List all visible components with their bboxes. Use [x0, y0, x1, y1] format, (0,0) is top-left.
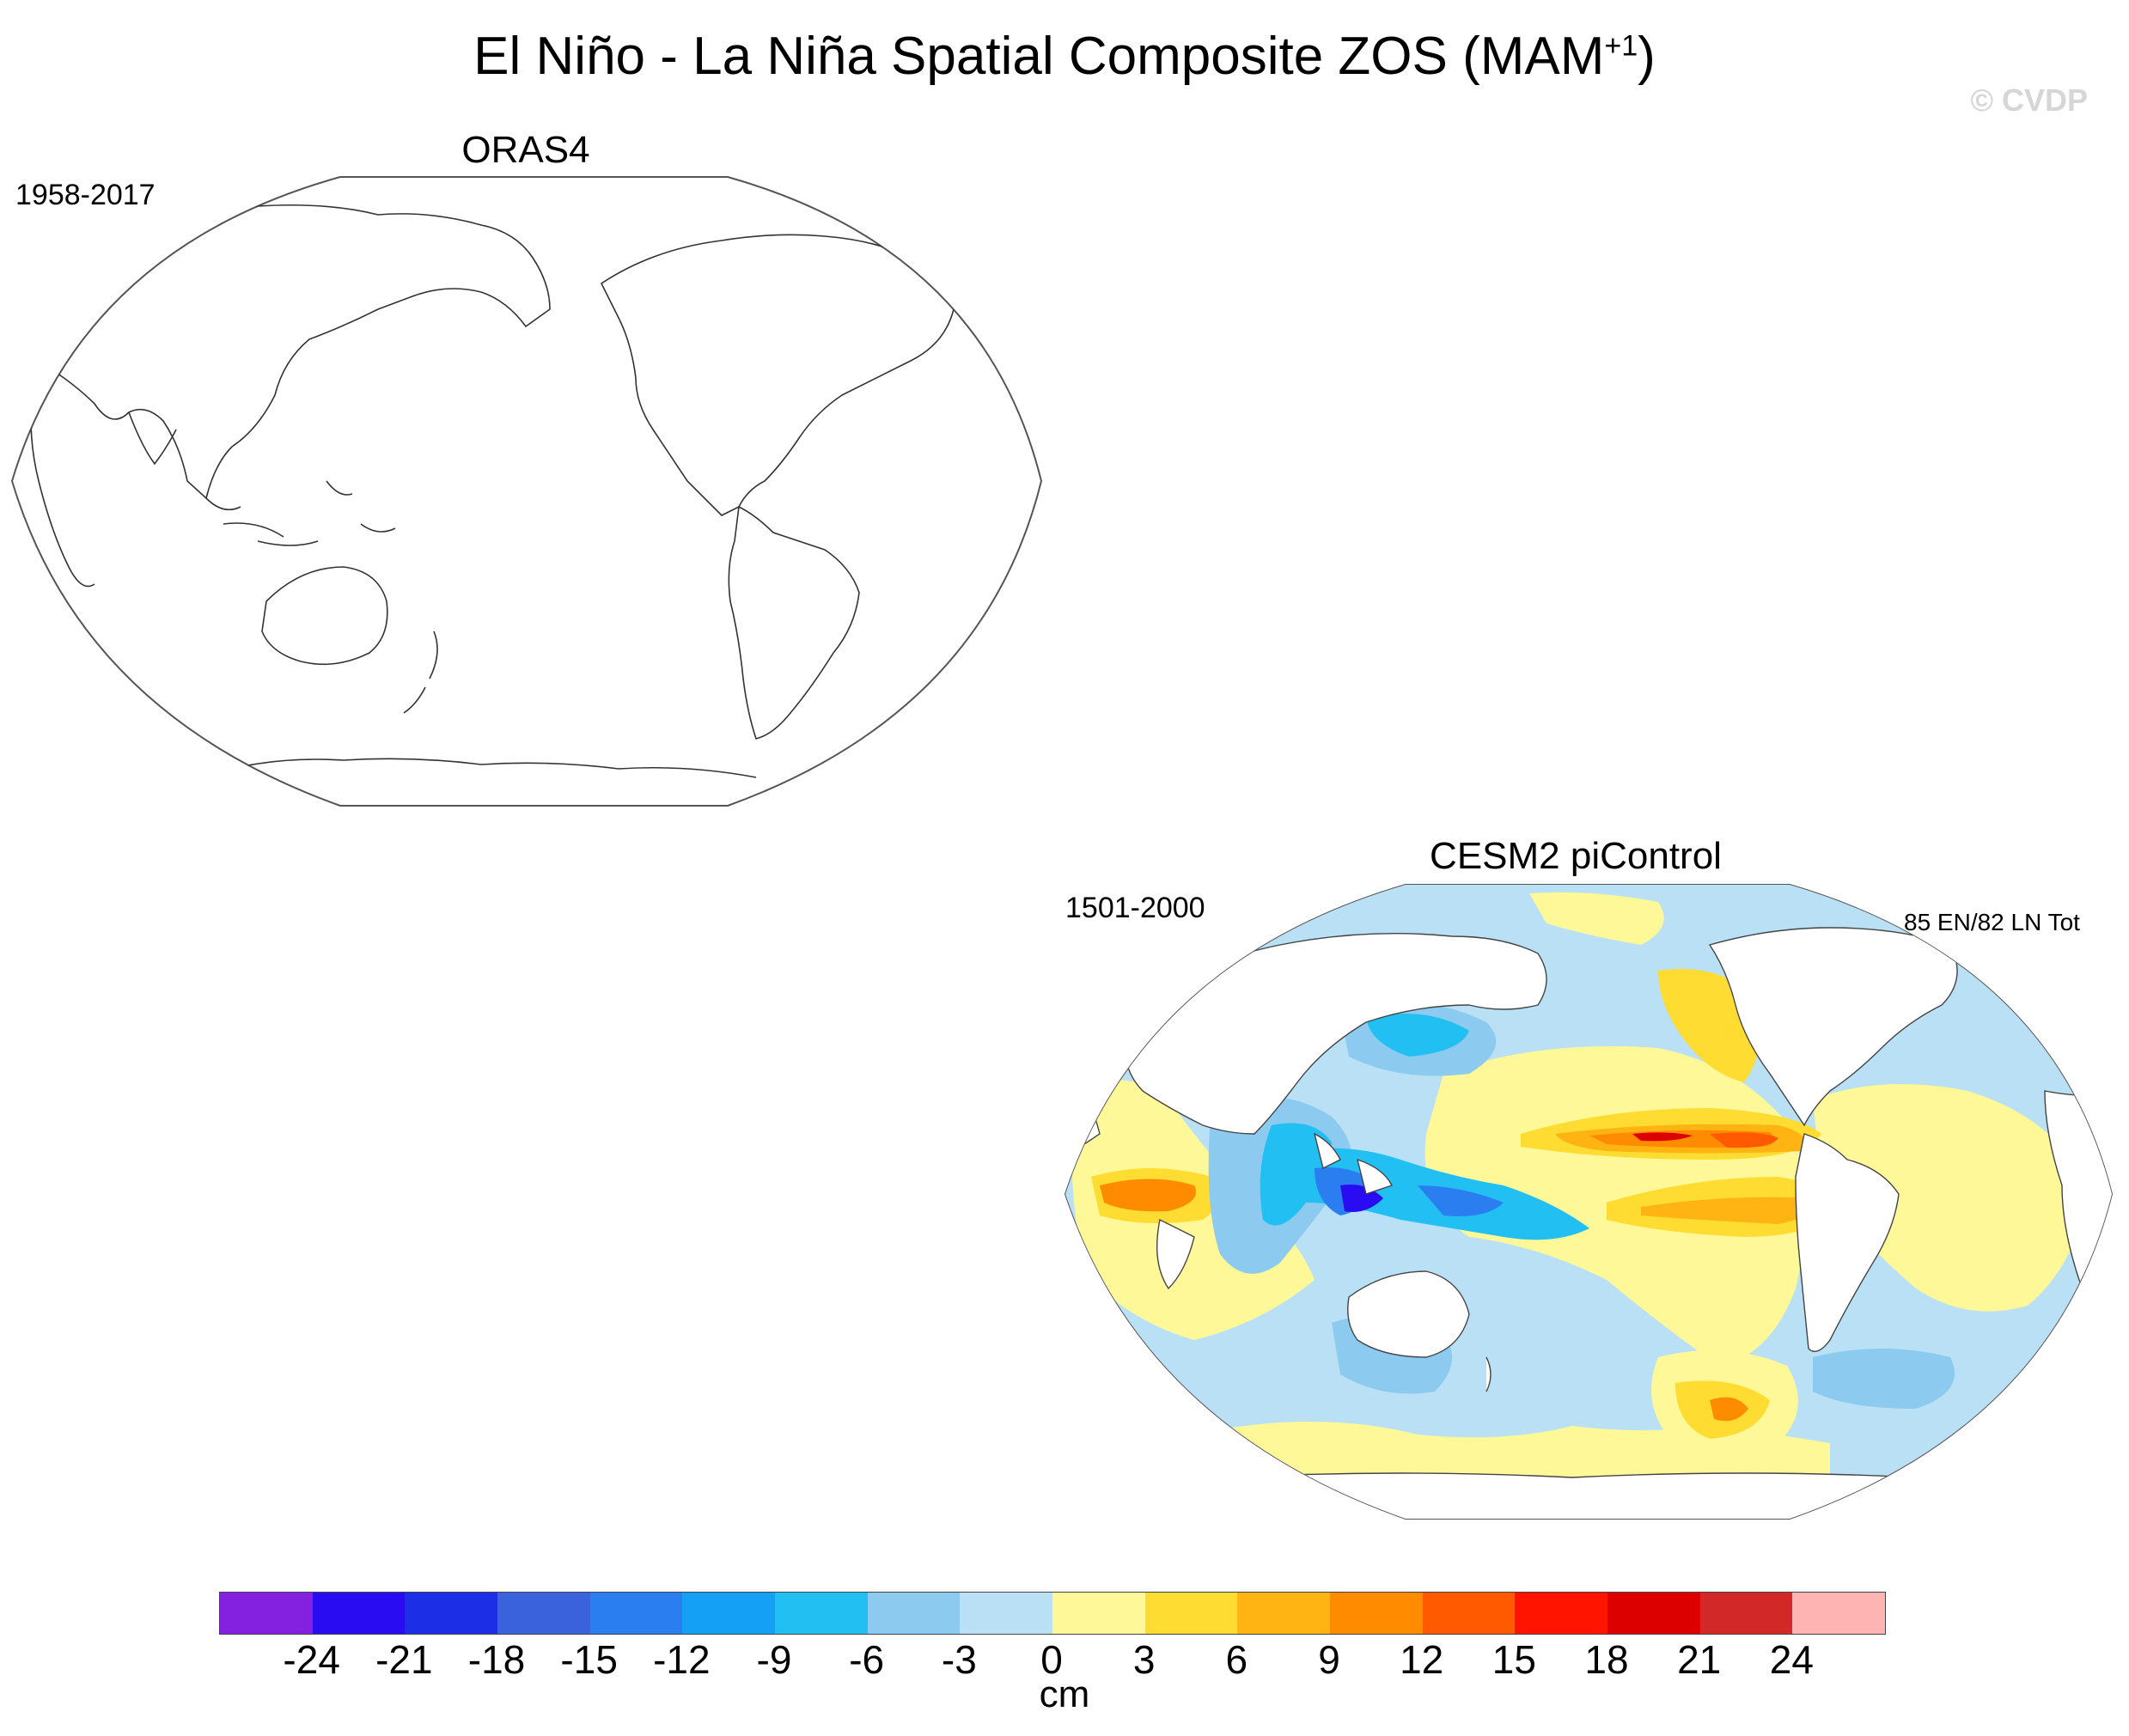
colorbar-box [960, 1593, 1053, 1634]
zos-field [1065, 885, 2112, 1519]
colorbar-tick-label: -3 [941, 1637, 977, 1682]
colorbar-tick-label: 3 [1132, 1637, 1156, 1682]
colorbar-tick-label: 24 [1769, 1637, 1814, 1682]
colorbar-tick-label: 21 [1677, 1637, 1722, 1682]
colorbar-box [589, 1593, 683, 1634]
colorbar-box [1237, 1593, 1331, 1634]
colorbar-box [405, 1593, 498, 1634]
colorbar-box [867, 1593, 961, 1634]
colorbar-box [682, 1593, 776, 1634]
colorbar-tick-label: -6 [849, 1637, 885, 1682]
colorbar-tick-label: 15 [1492, 1637, 1536, 1682]
colorbar-tick-label: 18 [1584, 1637, 1629, 1682]
colorbar-box [312, 1593, 406, 1634]
figure-title: El Niño - La Niña Spatial Composite ZOS … [473, 27, 1656, 86]
colorbar-box [1052, 1593, 1145, 1634]
colorbar-box [1144, 1593, 1238, 1634]
colorbar-box [1330, 1593, 1423, 1634]
colorbar-tick-label: 9 [1318, 1637, 1340, 1682]
colorbar-box [1792, 1593, 1886, 1634]
colorbar-box [1699, 1593, 1793, 1634]
panel-1-period: 1958-2017 [15, 179, 156, 211]
colorbar-tick-label: -21 [375, 1637, 433, 1682]
panel-2-event-count: 85 EN/82 LN Tot [1904, 909, 2080, 935]
colorbar-tick-label: 12 [1400, 1637, 1444, 1682]
colorbar-unit: cm [1039, 1673, 1090, 1715]
colorbar-tick-label: 0 [1040, 1637, 1063, 1682]
colorbar-tick-label: 6 [1225, 1637, 1248, 1682]
colorbar-tick-label: -24 [283, 1637, 340, 1682]
colorbar-box [1422, 1593, 1516, 1634]
panel-2-title: CESM2 piControl [1430, 835, 1722, 877]
colorbar [219, 1592, 1886, 1635]
panel-2-map [1064, 884, 2114, 1520]
map-frame [10, 176, 1043, 807]
colorbar-box [220, 1593, 313, 1634]
colorbar-tick-label: -9 [756, 1637, 792, 1682]
colorbar-tick-label: -18 [467, 1637, 526, 1682]
panel-1-title: ORAS4 [461, 129, 590, 171]
colorbar-ticks: -24 -21 -18 -15 -12 -9 -6 -3 0 3 6 9 12 15 18 21 24 [219, 1636, 1884, 1688]
colorbar-tick-label: -15 [560, 1637, 618, 1682]
panel-1-map [10, 176, 1043, 807]
colorbar-box [1607, 1593, 1700, 1634]
colorbar-box [775, 1593, 868, 1634]
colorbar-box [497, 1593, 590, 1634]
copyright-watermark: © CVDP [1970, 82, 2088, 118]
colorbar-box [1515, 1593, 1608, 1634]
colorbar-tick-label: -12 [653, 1637, 711, 1682]
panel-2-period: 1501-2000 [1065, 892, 1205, 924]
